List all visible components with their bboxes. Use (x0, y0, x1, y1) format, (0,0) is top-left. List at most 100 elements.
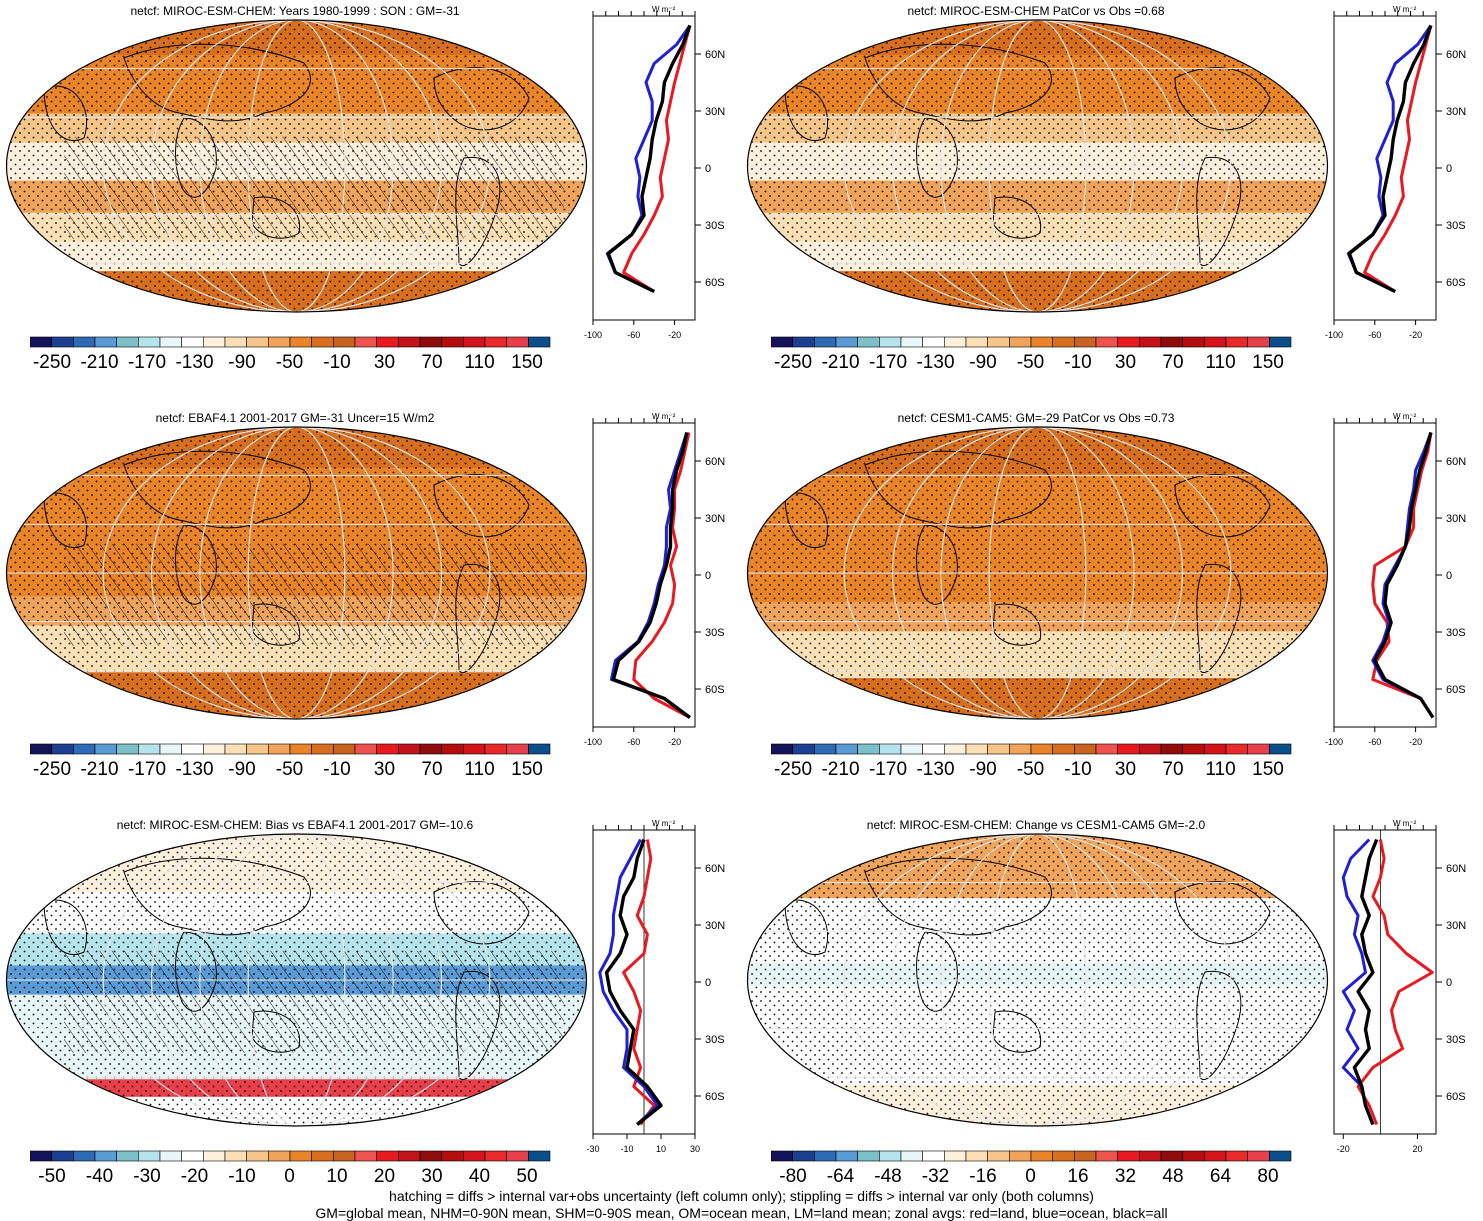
lat-tick-label: 0 (1446, 163, 1452, 175)
colorbar-label: 30 (1114, 759, 1137, 780)
colorbar-swatch (1247, 336, 1270, 348)
colorbar-swatch (289, 336, 312, 348)
world-map (5, 19, 588, 313)
colorbar-swatch (528, 743, 551, 755)
colorbar-swatch (771, 1150, 793, 1162)
colorbar-swatch (944, 1150, 967, 1162)
colorbar-swatch (224, 743, 247, 755)
colorbar-label: -170 (127, 759, 167, 780)
colorbar-swatch (1030, 743, 1053, 755)
colorbar-swatch (289, 1150, 312, 1162)
colorbar-labels: -250 -210 -170 -130 -90 -50 -10 30 70 110 150 (30, 352, 550, 378)
colorbar (771, 336, 1292, 348)
lat-tick-label: 30N (1446, 106, 1466, 118)
colorbar-swatch (1139, 336, 1162, 348)
colorbar-label: 30 (373, 759, 396, 780)
colorbar-label: 30 (373, 352, 396, 373)
lat-tick-label: 0 (1446, 977, 1452, 989)
colorbar-swatch (246, 1150, 269, 1162)
zonal-line-land (1371, 432, 1435, 719)
graticule-lon (199, 834, 394, 1126)
colorbar-swatch (506, 336, 529, 348)
zonal-unit: W m⁻² (652, 5, 676, 14)
colorbar-swatch (1160, 336, 1183, 348)
zonal-mean-plot: W m⁻² 60N 30N 0 30S 60S -100 -60 -20 (584, 5, 725, 340)
colorbar-swatch (1182, 1150, 1205, 1162)
graticule-lon (151, 427, 442, 719)
colorbar-label: -130 (916, 759, 955, 780)
zonal-line-ocean (609, 432, 691, 719)
x-tick-label: -60 (1368, 737, 1381, 747)
colorbar-label: -50 (1016, 759, 1045, 780)
colorbar-swatch (1225, 1150, 1248, 1162)
colorbar (30, 743, 551, 755)
zonal-unit: W m⁻² (1393, 5, 1417, 14)
colorbar-label: -90 (228, 352, 256, 373)
map-border (5, 426, 588, 720)
colorbar-label: -32 (921, 1166, 950, 1187)
colorbar-swatch (419, 743, 442, 755)
colorbar-swatch (792, 1150, 815, 1162)
panel-title: netcf: MIROC-ESM-CHEM: Years 1980-1999 :… (130, 4, 460, 18)
colorbar-label: -50 (1016, 352, 1045, 373)
colorbar-swatch (246, 743, 269, 755)
colorbar-swatch (857, 1150, 880, 1162)
lat-tick-label: 60N (705, 456, 725, 468)
graticule-lon (247, 427, 346, 719)
lat-tick-label: 60S (705, 1091, 725, 1103)
colorbar-swatch (463, 336, 486, 348)
colorbar-swatch (771, 743, 793, 755)
graticule-lon (247, 20, 346, 312)
colorbar-swatch (1009, 743, 1032, 755)
colorbar-label: -90 (969, 759, 997, 780)
colorbar-swatch (1182, 336, 1205, 348)
colorbar-swatch (1009, 336, 1032, 348)
colorbar-swatch (246, 336, 269, 348)
colorbar-swatch (354, 743, 377, 755)
graticule-lon (892, 20, 1183, 312)
colorbar-swatch (268, 743, 291, 755)
colorbar-label: -10 (1064, 352, 1092, 373)
colorbar-label: -50 (275, 759, 304, 780)
zonal-unit: W m⁻² (1393, 412, 1417, 421)
colorbar-label: 110 (464, 759, 495, 780)
colorbar-swatch (1030, 1150, 1053, 1162)
graticule-lon (940, 834, 1135, 1126)
colorbar-label: 110 (464, 352, 495, 373)
zonal-unit: W m⁻² (1393, 819, 1417, 828)
graticule-lon (940, 20, 1135, 312)
graticule-lon (892, 427, 1183, 719)
map-panel: netcf: MIROC-ESM-CHEM: Change vs CESM1-C… (741, 814, 1482, 1221)
zonal-mean-plot: W m⁻² 60N 30N 0 30S 60S -100 -60 -20 (584, 412, 725, 747)
colorbar-swatch (965, 1150, 988, 1162)
map-panel: netcf: CESM1-CAM5: GM=-29 PatCor vs Obs … (741, 407, 1482, 814)
zonal-line-ocean (1341, 838, 1375, 1126)
graticule-lon (988, 20, 1087, 312)
colorbar-swatch (922, 743, 945, 755)
colorbar-swatch (159, 743, 182, 755)
colorbar-label: -250 (32, 759, 72, 780)
colorbar (771, 1150, 1292, 1162)
map-panel: netcf: MIROC-ESM-CHEM PatCor vs Obs =0.6… (741, 0, 1482, 407)
x-tick-label: -20 (1337, 1144, 1350, 1154)
colorbar-swatch (1052, 1150, 1075, 1162)
colorbar-label: 150 (1252, 759, 1284, 780)
colorbar-swatch (159, 336, 182, 348)
colorbar-swatch (73, 1150, 96, 1162)
panel-title: netcf: EBAF4.1 2001-2017 GM=-31 Uncer=15… (155, 411, 435, 425)
colorbar-swatch (1074, 743, 1097, 755)
zonal-frame (1333, 829, 1437, 1135)
colorbar-swatch (463, 743, 486, 755)
colorbar-labels: -50 -40 -30 -20 -10 0 10 20 30 40 50 (30, 1166, 550, 1192)
graticule-lon (102, 427, 491, 719)
colorbar-label: -10 (1064, 759, 1092, 780)
world-map (746, 19, 1329, 313)
colorbar-labels: -250 -210 -170 -130 -90 -50 -10 30 70 110 150 (771, 352, 1291, 378)
lat-tick-label: 0 (705, 570, 711, 582)
colorbar-swatch (398, 743, 421, 755)
graticule-lon (102, 834, 491, 1126)
colorbar-label: 30 (421, 1166, 443, 1187)
colorbar-swatch (922, 1150, 945, 1162)
colorbar-label: -90 (969, 352, 997, 373)
colorbar-swatch (441, 336, 464, 348)
